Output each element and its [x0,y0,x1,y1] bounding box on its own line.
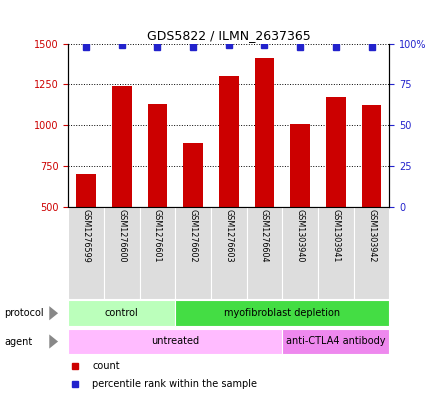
Bar [175,207,211,299]
Bar [175,301,389,326]
Bar [183,143,203,207]
Bar [139,207,175,299]
Text: protocol: protocol [4,308,44,318]
Text: GSM1276601: GSM1276601 [153,209,162,263]
Title: GDS5822 / ILMN_2637365: GDS5822 / ILMN_2637365 [147,29,311,42]
Text: GSM1276600: GSM1276600 [117,209,126,263]
Bar [112,86,132,207]
Text: GSM1303941: GSM1303941 [331,209,341,263]
Bar [326,97,346,207]
Bar [282,207,318,299]
Polygon shape [49,306,58,320]
Bar [76,174,96,207]
Text: agent: agent [4,336,33,347]
Bar [247,207,282,299]
Bar [104,207,139,299]
Text: GSM1303940: GSM1303940 [296,209,304,263]
Text: GSM1276604: GSM1276604 [260,209,269,263]
Text: myofibroblast depletion: myofibroblast depletion [224,308,341,318]
Bar [219,76,238,207]
Bar [282,329,389,354]
Text: percentile rank within the sample: percentile rank within the sample [92,379,257,389]
Bar [354,207,389,299]
Bar [68,329,282,354]
Bar [290,123,310,207]
Bar [318,207,354,299]
Bar [362,105,381,207]
Polygon shape [49,334,58,349]
Bar [68,301,175,326]
Text: anti-CTLA4 antibody: anti-CTLA4 antibody [286,336,385,346]
Bar [255,58,274,207]
Text: GSM1276603: GSM1276603 [224,209,233,263]
Bar [68,207,104,299]
Text: GSM1276602: GSM1276602 [189,209,198,263]
Bar [211,207,247,299]
Text: untreated: untreated [151,336,199,346]
Bar [147,104,167,207]
Text: GSM1276599: GSM1276599 [81,209,91,263]
Text: GSM1303942: GSM1303942 [367,209,376,263]
Text: control: control [105,308,139,318]
Text: count: count [92,361,120,371]
